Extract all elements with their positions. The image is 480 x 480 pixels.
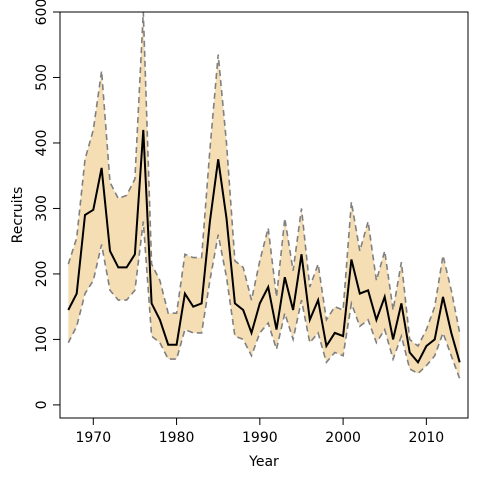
y-axis: 0 100 200 300 400 500 600 [34, 0, 60, 409]
interval-band [68, 12, 460, 379]
y-tick-label: 300 [34, 195, 50, 222]
x-tick-label: 1970 [75, 430, 111, 446]
median-line [67, 129, 461, 365]
y-axis-title: Recruits [10, 187, 26, 244]
plot-frame [59, 11, 469, 419]
y-tick-label: 0 [34, 400, 50, 409]
y-tick-label: 500 [34, 64, 50, 91]
lower-bound-line [67, 221, 461, 379]
x-tick-label: 1990 [242, 430, 278, 446]
y-tick-label: 200 [34, 261, 50, 288]
x-tick-label: 1980 [159, 430, 195, 446]
x-tick-label: 2010 [409, 430, 445, 446]
y-tick-label: 400 [34, 130, 50, 157]
y-tick-label: 100 [34, 326, 50, 353]
upper-bound-line [67, 11, 461, 348]
x-tick-label: 2000 [325, 430, 361, 446]
y-tick-label: 600 [34, 0, 50, 25]
x-axis-title: Year [248, 454, 279, 470]
x-axis: 1970 1980 1990 2000 2010 [75, 418, 444, 446]
